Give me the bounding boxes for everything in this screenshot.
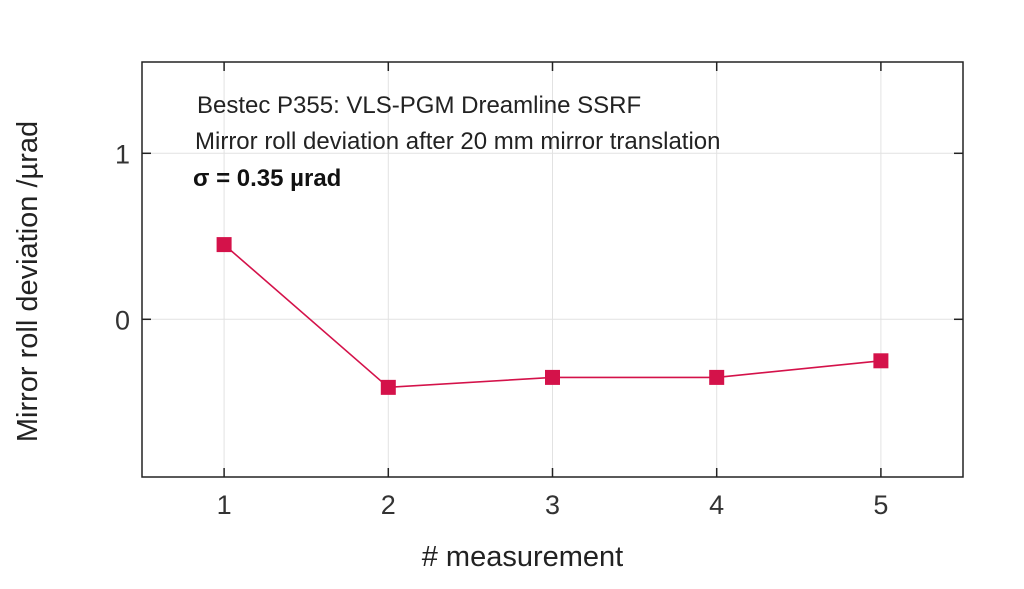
x-tick-label: 5 — [873, 490, 888, 520]
data-point — [216, 237, 232, 253]
x-tick-label: 4 — [709, 490, 724, 520]
x-tick-label: 3 — [545, 490, 560, 520]
y-tick-label: 0 — [115, 305, 130, 335]
ticks: 1 2 3 4 5 0 1 — [115, 62, 963, 520]
annotation-title: Bestec P355: VLS-PGM Dreamline SSRF — [197, 92, 641, 119]
data-point — [545, 369, 560, 385]
y-axis-title: Mirror roll deviation /µrad — [12, 121, 44, 442]
data-point — [380, 379, 396, 395]
series — [216, 237, 889, 395]
annotation-subtitle: Mirror roll deviation after 20 mm mirror… — [195, 128, 720, 155]
data-point — [873, 353, 889, 369]
annotation-sigma: σ = 0.35 µrad — [193, 165, 341, 192]
y-tick-label: 1 — [115, 139, 130, 169]
grid — [142, 62, 963, 477]
x-axis-title: # measurement — [422, 541, 624, 573]
x-tick-label: 2 — [381, 490, 396, 520]
x-tick-label: 1 — [217, 490, 232, 520]
data-point — [709, 369, 725, 385]
